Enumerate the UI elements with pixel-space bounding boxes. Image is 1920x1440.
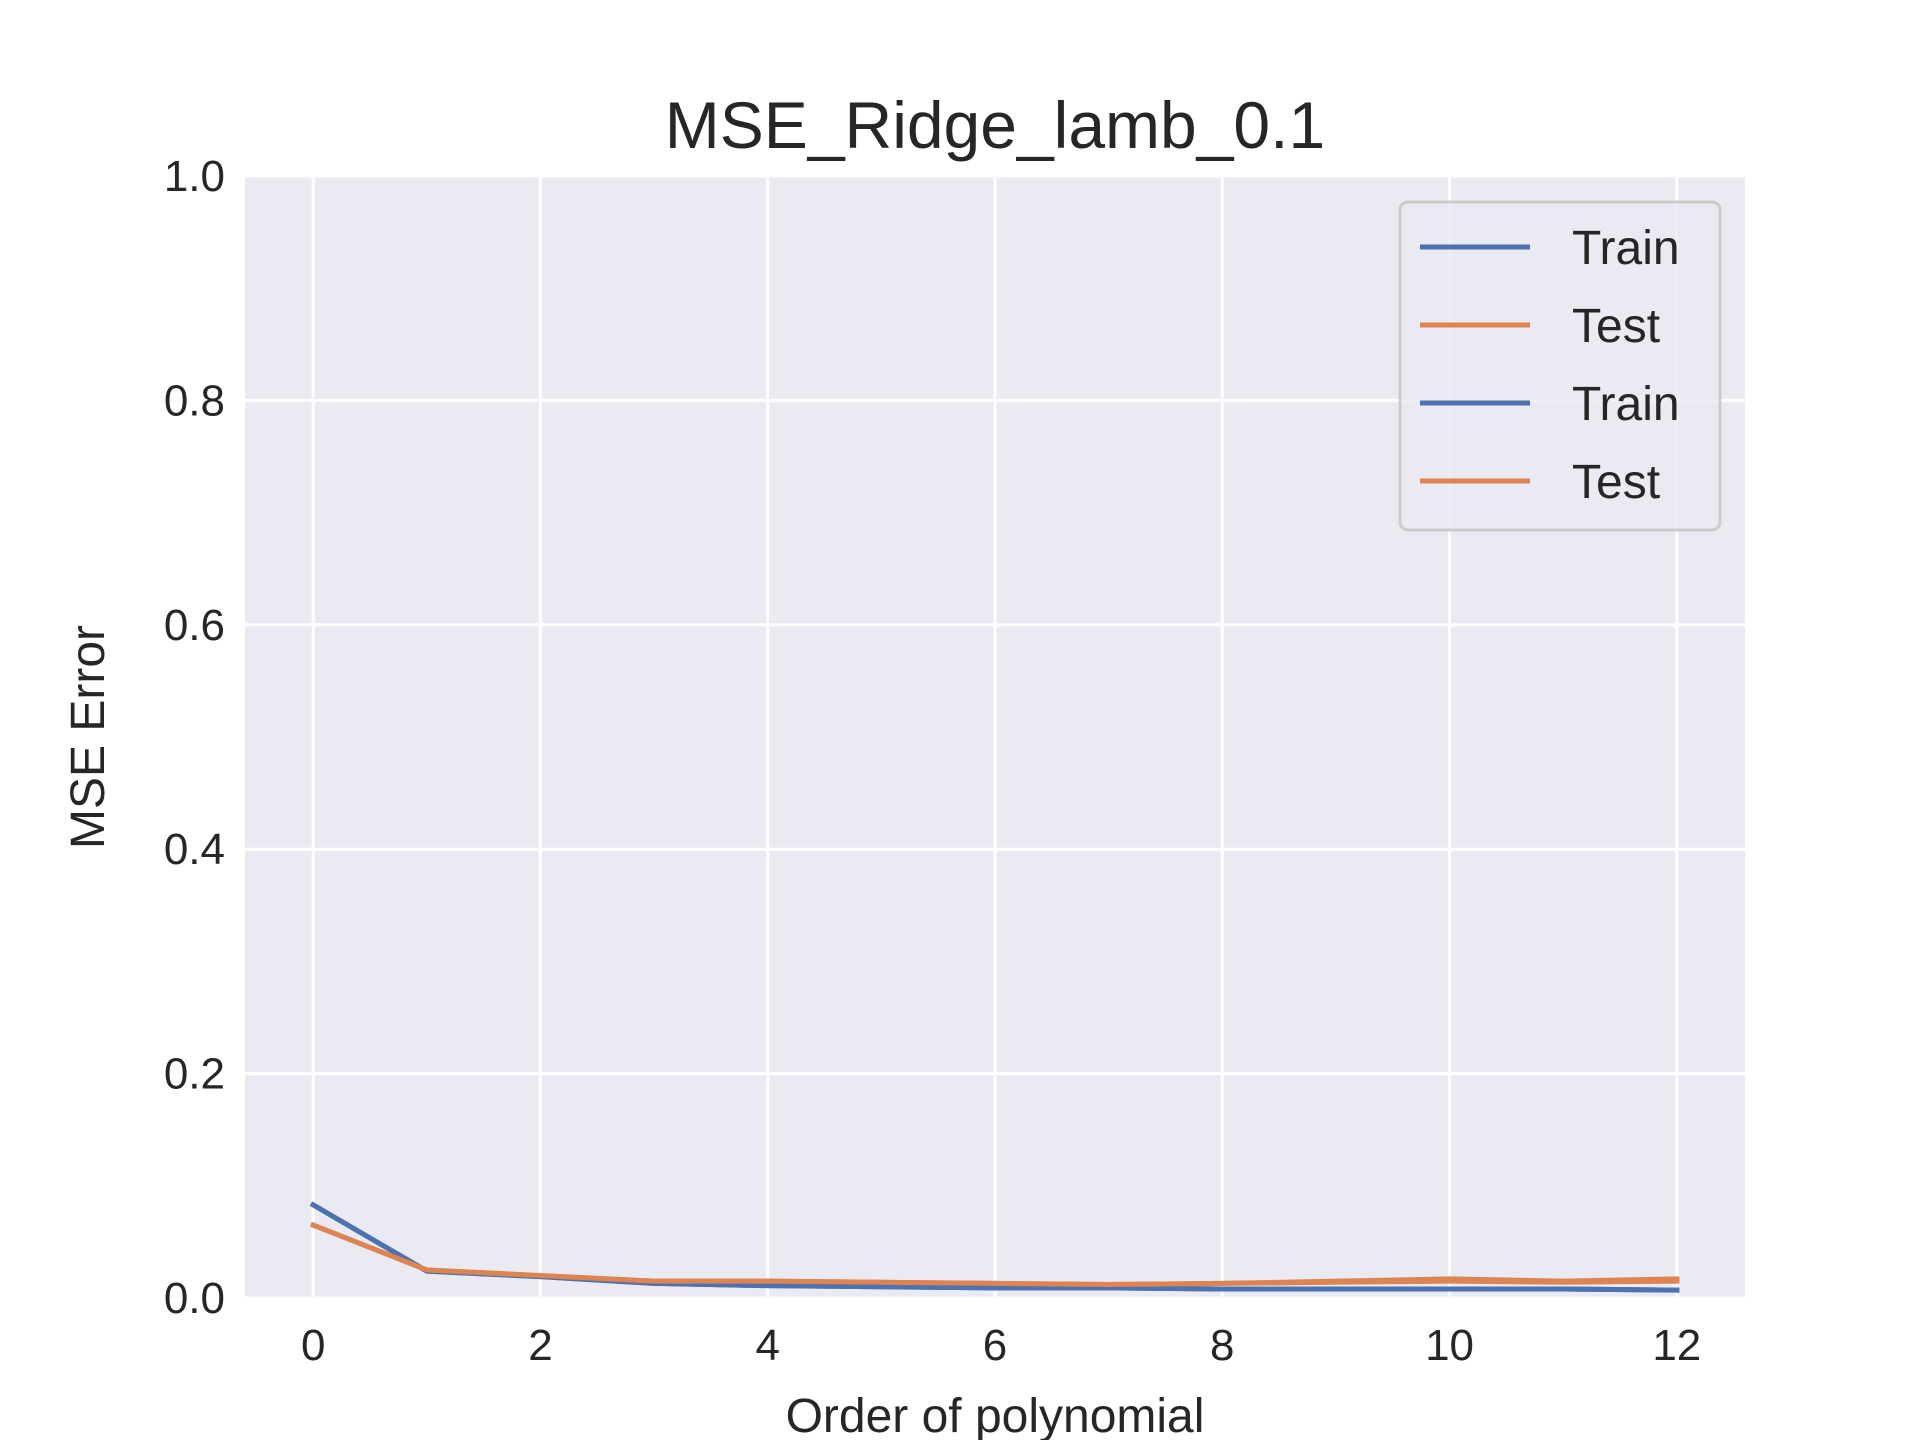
legend: Train Test Train Test	[1398, 200, 1722, 532]
legend-items: Train Test Train Test	[1420, 222, 1680, 509]
y-tick-label: 0.8	[164, 376, 225, 425]
x-tick-label: 12	[1652, 1321, 1701, 1370]
y-tick-label: 0.2	[164, 1050, 225, 1099]
x-tick-label: 2	[528, 1321, 552, 1370]
x-tick-label: 6	[983, 1321, 1007, 1370]
x-tick-label: 4	[755, 1321, 779, 1370]
x-tick-labels: 0 2 4 6 8 10 12	[301, 1321, 1701, 1370]
series-line-4	[309, 1221, 1680, 1288]
legend-box	[1398, 200, 1722, 532]
legend-label: Train	[1572, 378, 1680, 431]
legend-label: Train	[1572, 222, 1680, 275]
legend-label: Test	[1572, 300, 1660, 353]
y-axis-label: MSE Error	[62, 625, 115, 849]
legend-label: Test	[1572, 456, 1660, 509]
grid	[245, 174, 1745, 1300]
y-tick-labels: 0.0 0.2 0.4 0.6 0.8 1.0	[164, 152, 225, 1323]
y-tick-label: 1.0	[164, 152, 225, 201]
series-lines	[309, 1201, 1680, 1293]
y-tick-label: 0.6	[164, 601, 225, 650]
y-tick-label: 0.0	[164, 1274, 225, 1323]
x-tick-label: 10	[1425, 1321, 1474, 1370]
x-tick-label: 0	[301, 1321, 325, 1370]
x-tick-label: 8	[1210, 1321, 1234, 1370]
y-tick-label: 0.4	[164, 825, 225, 874]
chart-title: MSE_Ridge_lamb_0.1	[665, 88, 1325, 162]
x-axis-label: Order of polynomial	[786, 1390, 1205, 1440]
